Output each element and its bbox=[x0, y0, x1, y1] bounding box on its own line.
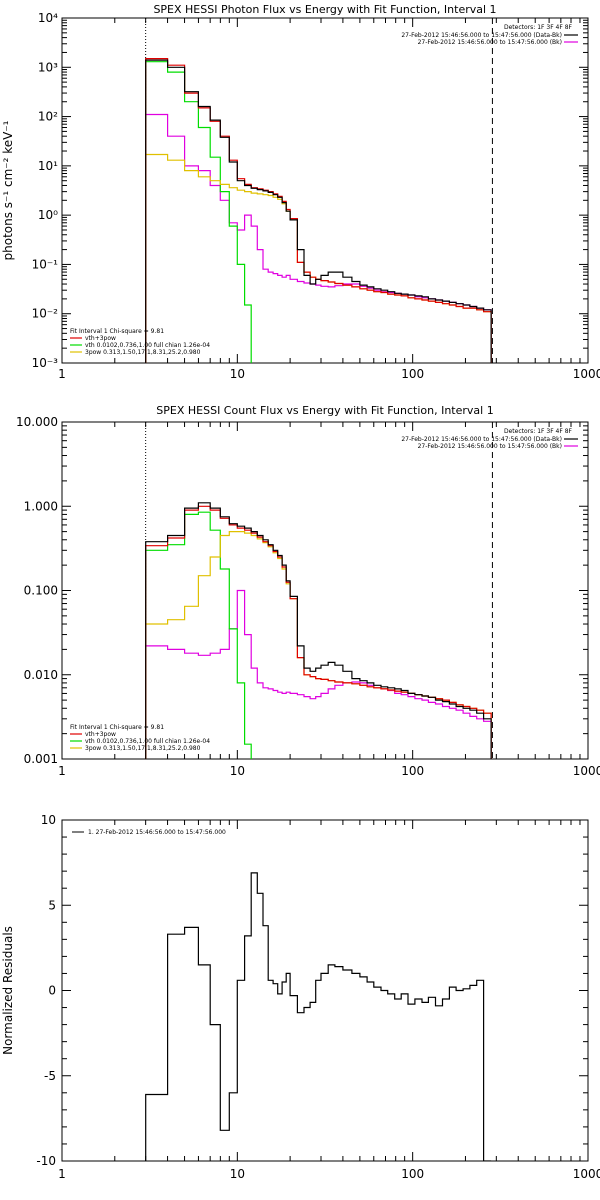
y-tick-label: 10⁴ bbox=[38, 11, 58, 25]
y-tick-label: 10⁰ bbox=[38, 208, 58, 222]
legend-entry-label: 27-Feb-2012 15:46:56.000 to 15:47:56.000… bbox=[401, 436, 562, 443]
series-vth-3pow bbox=[145, 505, 492, 759]
x-tick-label: 1 bbox=[58, 764, 66, 778]
x-tick-label: 100 bbox=[401, 764, 424, 778]
y-tick-label: 10⁻² bbox=[32, 307, 59, 321]
y-axis-label: photons s⁻¹ cm⁻² keV⁻¹ bbox=[1, 120, 15, 260]
legend-fit-header: Fit Interval 1 Chi-square = 9.81 bbox=[70, 724, 164, 731]
series-data-bk bbox=[145, 502, 492, 759]
y-tick-label: 10² bbox=[38, 110, 58, 124]
series-vth bbox=[145, 511, 252, 759]
y-tick-label: 0.001 bbox=[24, 752, 58, 766]
x-tick-label: 100 bbox=[401, 1167, 424, 1181]
series-bk bbox=[145, 113, 492, 363]
plot-frame bbox=[61, 421, 589, 760]
count-flux-chart: SPEX HESSI Count Flux vs Energy with Fit… bbox=[16, 404, 600, 778]
y-tick-label: 1.000 bbox=[24, 499, 58, 513]
y-tick-label: 10.000 bbox=[16, 415, 58, 429]
y-tick-label: -10 bbox=[36, 1154, 56, 1168]
legend-entry-label: 1. 27-Feb-2012 15:46:56.000 to 15:47:56.… bbox=[88, 829, 226, 836]
y-axis-label: Normalized Residuals bbox=[1, 926, 15, 1055]
series-vth-3pow bbox=[145, 58, 492, 363]
residuals-chart: 1 10 100 1000 -10 -5 0 5 10 Normalized Residuals 1… bbox=[1, 813, 600, 1181]
y-tick-label: 0 bbox=[48, 984, 56, 998]
legend-detectors: Detectors: 1F 3F 4F 8F bbox=[504, 428, 573, 435]
series-group bbox=[145, 58, 492, 363]
plot-frame bbox=[61, 17, 589, 364]
series-bk bbox=[145, 589, 492, 759]
x-tick-label: 1 bbox=[58, 1167, 66, 1181]
y-tick-label: 10³ bbox=[38, 60, 58, 74]
y-tick-label: 10⁻³ bbox=[32, 356, 59, 370]
legend-entry-label: vth+3pow bbox=[85, 335, 116, 342]
series-group bbox=[145, 872, 492, 1161]
x-tick-label: 1000 bbox=[573, 1167, 600, 1181]
series-1-27-feb-2012-15-46-56-000-to-15-47-56-000 bbox=[145, 872, 492, 1161]
chart-title: SPEX HESSI Photon Flux vs Energy with Fi… bbox=[153, 3, 496, 16]
legend-entry-label: 3pow 0.313,1.50,17.1,8.31,25.2,0.980 bbox=[85, 745, 201, 752]
y-tick-label: -5 bbox=[44, 1069, 56, 1083]
chart-title: SPEX HESSI Count Flux vs Energy with Fit… bbox=[156, 404, 493, 417]
series-vth bbox=[145, 61, 252, 363]
legend-entry-label: 27-Feb-2012 15:46:56.000 to 15:47:56.000… bbox=[401, 32, 562, 39]
legend-entry-label: 27-Feb-2012 15:46:56.000 to 15:47:56.000… bbox=[418, 443, 562, 450]
series-group bbox=[145, 502, 492, 759]
legend-entry-label: 3pow 0.313,1.50,17.1,8.31,25.2,0.980 bbox=[85, 349, 201, 356]
photon-flux-chart: SPEX HESSI Photon Flux vs Energy with Fi… bbox=[1, 3, 600, 380]
y-tick-label: 10¹ bbox=[38, 159, 58, 173]
legend-entry-label: vth 0.0102,0.736,1.00 full chian 1.26e-0… bbox=[85, 738, 210, 745]
x-tick-label: 1000 bbox=[573, 367, 600, 380]
y-tick-label: 5 bbox=[48, 898, 56, 912]
legend-fit-header: Fit Interval 1 Chi-square = 9.81 bbox=[70, 328, 164, 335]
series-data-bk bbox=[145, 59, 492, 363]
y-tick-label: 10⁻¹ bbox=[32, 257, 59, 271]
legend-entry-label: vth 0.0102,0.736,1.00 full chian 1.26e-0… bbox=[85, 342, 210, 349]
x-tick-label: 10 bbox=[230, 367, 245, 380]
y-tick-label: 0.100 bbox=[24, 584, 58, 598]
x-tick-label: 1000 bbox=[573, 764, 600, 778]
plot-frame bbox=[61, 819, 589, 1162]
y-tick-label: 0.010 bbox=[24, 668, 58, 682]
x-tick-label: 10 bbox=[230, 1167, 245, 1181]
x-tick-label: 10 bbox=[230, 764, 245, 778]
x-tick-label: 1 bbox=[58, 367, 66, 380]
legend-entry-label: 27-Feb-2012 15:46:56.000 to 15:47:56.000… bbox=[418, 39, 562, 46]
x-tick-label: 100 bbox=[401, 367, 424, 380]
legend-detectors: Detectors: 1F 3F 4F 8F bbox=[504, 24, 573, 31]
legend-entry-label: vth+3pow bbox=[85, 731, 116, 738]
y-tick-label: 10 bbox=[41, 813, 56, 827]
